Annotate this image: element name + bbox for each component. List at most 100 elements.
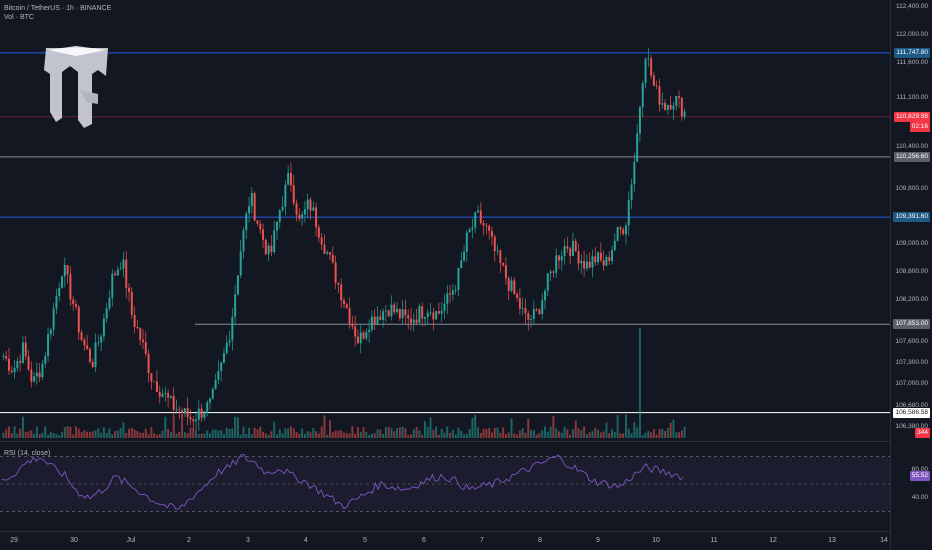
candle-body xyxy=(320,237,323,245)
volume-bar xyxy=(105,432,108,438)
volume-bar xyxy=(172,416,175,438)
volume-bar xyxy=(234,416,237,438)
volume-bar xyxy=(317,433,320,438)
candle-body xyxy=(490,230,493,237)
volume-bar xyxy=(41,432,44,438)
time-tick-label: 3 xyxy=(246,537,250,544)
volume-bar xyxy=(116,430,119,438)
volume-bar xyxy=(574,420,577,438)
volume-bar xyxy=(415,426,418,438)
candle-body xyxy=(496,250,499,252)
rsi-value-tag: 55.52 xyxy=(909,471,930,482)
candle-body xyxy=(326,252,329,254)
volume-bar xyxy=(61,432,64,438)
volume-bar xyxy=(482,428,485,438)
candle-body xyxy=(412,319,415,324)
volume-bar xyxy=(479,432,482,438)
volume-bar xyxy=(326,434,329,438)
volume-bar xyxy=(387,426,390,438)
candle-body xyxy=(387,310,390,317)
volume-bar xyxy=(465,433,468,438)
volume-bar xyxy=(256,429,259,438)
candle-body xyxy=(61,276,64,288)
volume-bar xyxy=(382,433,385,438)
candle-body xyxy=(147,353,150,374)
candle-body xyxy=(669,104,672,110)
volume-bar xyxy=(379,429,382,438)
candle-body xyxy=(144,342,147,354)
price-scale[interactable]: 112,400.00 112,000.00 111,600.00 111,100.00… xyxy=(890,0,932,550)
candle-body xyxy=(583,260,586,269)
volume-bar xyxy=(597,429,600,438)
candle-body xyxy=(504,265,507,279)
volume-bar xyxy=(591,431,594,438)
candle-body xyxy=(485,225,488,227)
candle-body xyxy=(432,312,435,320)
price-tag-current-price: 110,829.98 xyxy=(893,111,930,122)
candle-body xyxy=(664,103,667,110)
volume-bar xyxy=(192,428,195,438)
candle-body xyxy=(396,308,399,313)
volume-bar xyxy=(270,431,273,438)
candle-body xyxy=(83,339,86,346)
volume-bar xyxy=(44,426,47,438)
candle-body xyxy=(183,408,186,414)
volume-bar xyxy=(362,427,365,438)
volume-bar xyxy=(69,426,72,438)
candle-body xyxy=(234,294,237,317)
candle-body xyxy=(55,296,58,309)
candle-body xyxy=(158,391,161,397)
candle-body xyxy=(192,419,195,422)
volume-bar xyxy=(412,429,415,438)
volume-bar xyxy=(577,428,580,438)
volume-bar xyxy=(94,430,97,438)
candle-body xyxy=(150,373,153,382)
volume-bar xyxy=(516,434,519,438)
volume-bar xyxy=(446,426,449,438)
candle-body xyxy=(72,299,75,305)
price-tick-label: 106,380.00 xyxy=(895,422,928,430)
candle-body xyxy=(217,371,220,380)
volume-bar xyxy=(83,430,86,438)
volume-bar xyxy=(546,431,549,438)
candle-body xyxy=(153,381,156,383)
volume-bar xyxy=(583,426,586,438)
volume-bar xyxy=(460,430,463,438)
volume-bar xyxy=(633,422,636,438)
candle-body xyxy=(52,308,55,330)
candle-body xyxy=(206,402,209,414)
volume-bar xyxy=(119,427,122,438)
candle-body xyxy=(502,262,505,266)
candle-body xyxy=(421,306,424,319)
candle-body xyxy=(317,227,320,238)
rsi-legend[interactable]: RSI (14, close) xyxy=(4,450,51,457)
candle-body xyxy=(128,287,131,292)
candle-body xyxy=(63,265,66,277)
volume-bar xyxy=(206,430,209,438)
volume-bar xyxy=(164,416,167,438)
volume-bar xyxy=(641,434,644,438)
symbol-legend[interactable]: Bitcoin / TetherUS · 1h · BINANCE Vol · … xyxy=(4,4,111,22)
candle-body xyxy=(295,203,298,215)
price-tick-label: 106,680.00 xyxy=(895,402,928,410)
candle-body xyxy=(482,223,485,226)
candle-body xyxy=(463,251,466,261)
candle-body xyxy=(139,328,142,340)
candle-body xyxy=(415,319,418,323)
candle-body xyxy=(449,293,452,295)
candle-body xyxy=(125,259,128,288)
volume-bar xyxy=(493,428,496,438)
candle-body xyxy=(278,210,281,222)
candle-body xyxy=(178,409,181,411)
candle-body xyxy=(287,172,290,185)
candle-body xyxy=(605,257,608,266)
candle-body xyxy=(315,207,318,228)
time-tick-label: 13 xyxy=(828,537,836,544)
volume-bar xyxy=(499,432,502,438)
volume-bar xyxy=(421,434,424,438)
volume-bar xyxy=(245,433,248,438)
candle-body xyxy=(276,221,278,231)
candle-body xyxy=(683,111,686,117)
